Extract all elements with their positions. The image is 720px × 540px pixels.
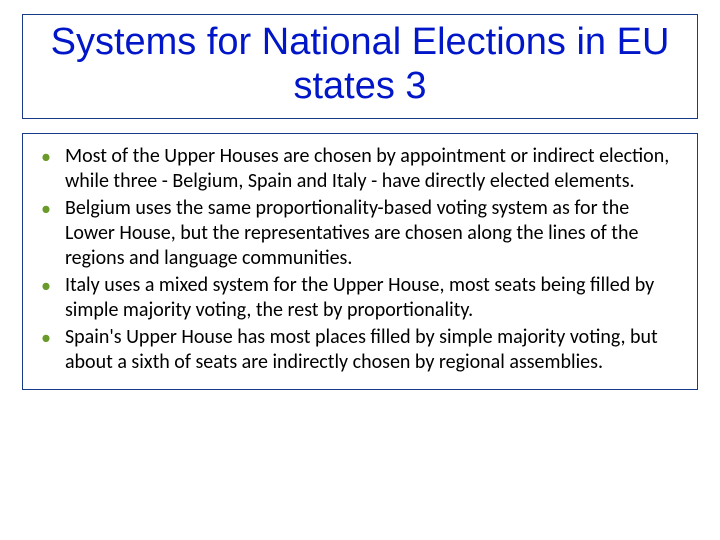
- bullet-icon: •: [41, 197, 51, 222]
- bullet-text: Italy uses a mixed system for the Upper …: [65, 273, 683, 323]
- title-container: Systems for National Elections in EU sta…: [22, 14, 698, 119]
- list-item: • Belgium uses the same proportionality-…: [41, 196, 683, 271]
- content-container: • Most of the Upper Houses are chosen by…: [22, 133, 698, 390]
- bullet-text: Spain's Upper House has most places fill…: [65, 325, 683, 375]
- list-item: • Italy uses a mixed system for the Uppe…: [41, 273, 683, 323]
- bullet-text: Belgium uses the same proportionality-ba…: [65, 196, 683, 271]
- list-item: • Most of the Upper Houses are chosen by…: [41, 144, 683, 194]
- list-item: • Spain's Upper House has most places fi…: [41, 325, 683, 375]
- bullet-text: Most of the Upper Houses are chosen by a…: [65, 144, 683, 194]
- bullet-list: • Most of the Upper Houses are chosen by…: [41, 144, 683, 375]
- slide-title: Systems for National Elections in EU sta…: [31, 21, 689, 108]
- bullet-icon: •: [41, 145, 51, 170]
- bullet-icon: •: [41, 326, 51, 351]
- bullet-icon: •: [41, 274, 51, 299]
